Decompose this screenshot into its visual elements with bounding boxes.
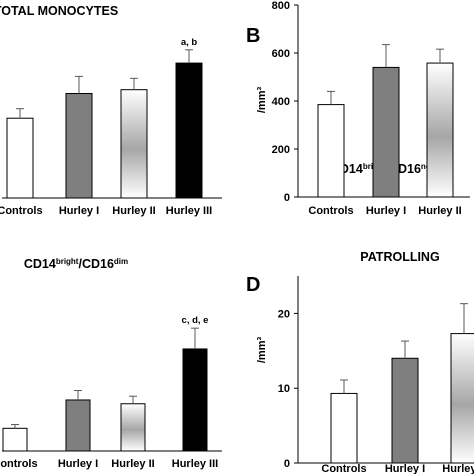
bar-hurley-iii [175,62,203,199]
y-tick-label: 0 [284,458,290,470]
category-label: Controls [0,205,43,217]
category-label: Hurley II [111,458,154,470]
bar-hurley-ii [120,403,146,452]
category-label: Hurley III [166,205,212,217]
panel-letter: B [246,25,260,47]
y-tick-label: 10 [278,383,290,395]
category-label: Hurley I [385,463,425,474]
y-tick-label: 0 [284,192,290,204]
y-tick-label: 600 [272,48,290,60]
category-label: Hurley II [112,205,155,217]
bar-hurley-ii [426,62,454,198]
category-label: Hurley III [172,458,218,470]
category-label: Hurley I [366,205,406,217]
bar-hurley-iii [182,348,208,452]
y-axis-label: /mm³ [256,87,268,114]
category-label: Controls [321,463,366,474]
panel-4: PATROLLING D 0 10 20/mm³ Controls Hurley I Hurl… [246,250,474,474]
panel-1: TOTAL MONOCYTES Controls Hurley I Hurley II… [0,4,222,217]
bar-hurley-ii [450,333,474,464]
panel-title: CD14bright/CD16dim [24,257,128,272]
category-label: Hurley II [442,463,474,474]
category-label: Hurley I [58,458,98,470]
bar-controls [330,392,358,464]
y-axis-label: /mm³ [256,337,268,364]
y-tick-label: 200 [272,144,290,156]
y-tick-label: 20 [278,308,290,320]
category-label: Controls [308,205,353,217]
bar-hurley-i [372,66,400,198]
bar-hurley-i [391,357,419,464]
panel-title: TOTAL MONOCYTES [0,4,118,18]
panel-3: CD14bright/CD16dim Controls Hurley I Hurley… [0,257,222,470]
bar-controls [2,427,28,452]
significance-label: c, d, e [182,315,209,326]
category-label: Hurley II [418,205,461,217]
bar-hurley-i [65,93,93,199]
bar-hurley-ii [120,89,148,199]
panel-letter: D [246,274,260,296]
panel-2: CD14bright/CD16negB0200400600800/mm³Cont… [246,0,470,217]
category-label: Controls [0,458,38,470]
panel-title: PATROLLING [360,250,439,264]
bar-controls [317,104,345,198]
category-label: Hurley I [59,205,99,217]
significance-label: a, b [181,37,198,48]
bar-hurley-i [65,399,91,452]
bar-controls [6,117,34,199]
y-tick-label: 400 [272,96,290,108]
y-tick-label: 800 [272,0,290,12]
